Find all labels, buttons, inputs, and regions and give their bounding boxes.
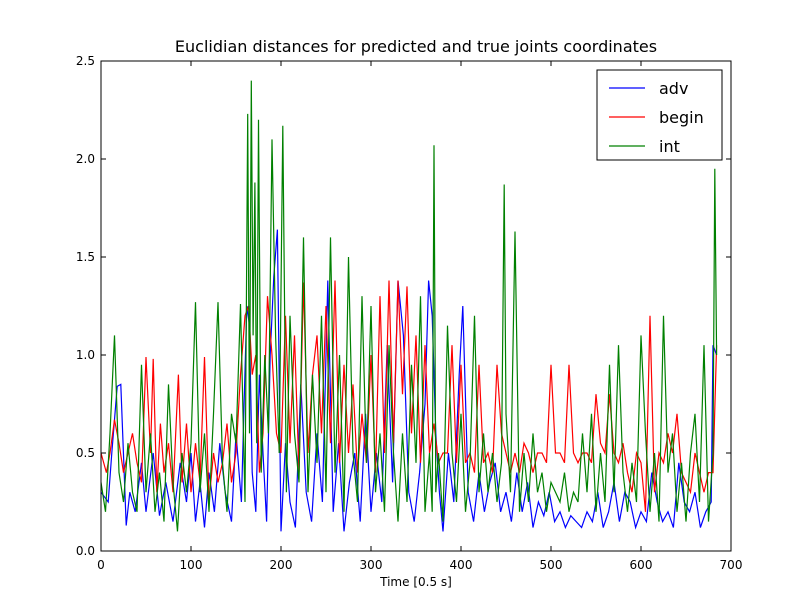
x-tick-label: 0 [97, 558, 105, 572]
y-tick-label: 2.5 [76, 54, 95, 68]
x-tick-label: 300 [360, 558, 383, 572]
legend: adv begin int [596, 69, 723, 161]
legend-box [596, 69, 723, 161]
x-tick-label: 400 [450, 558, 473, 572]
plot-frame [100, 60, 732, 552]
y-tick-label: 0.5 [76, 446, 95, 460]
y-tick-label: 1.0 [76, 348, 95, 362]
y-tick-label: 1.5 [76, 250, 95, 264]
series-line-int [101, 80, 718, 532]
x-axis-label: Time [0.5 s] [379, 575, 452, 589]
x-tick-label: 100 [180, 558, 203, 572]
x-tick-label: 600 [630, 558, 653, 572]
x-tick-label: 500 [540, 558, 563, 572]
series-layer [101, 80, 718, 532]
x-tick-label: 700 [720, 558, 743, 572]
legend-label-adv: adv [659, 79, 688, 98]
x-tick-label: 200 [270, 558, 293, 572]
legend-label-begin: begin [659, 108, 704, 127]
series-line-begin [101, 280, 718, 512]
chart-title: Euclidian distances for predicted and tr… [175, 37, 657, 56]
x-axis: 0 100 200 300 400 500 600 700 [97, 61, 742, 572]
y-tick-label: 0.0 [76, 544, 95, 558]
y-axis: 0.0 0.5 1.0 1.5 2.0 2.5 [76, 54, 731, 558]
y-tick-label: 2.0 [76, 152, 95, 166]
legend-label-int: int [659, 137, 680, 156]
